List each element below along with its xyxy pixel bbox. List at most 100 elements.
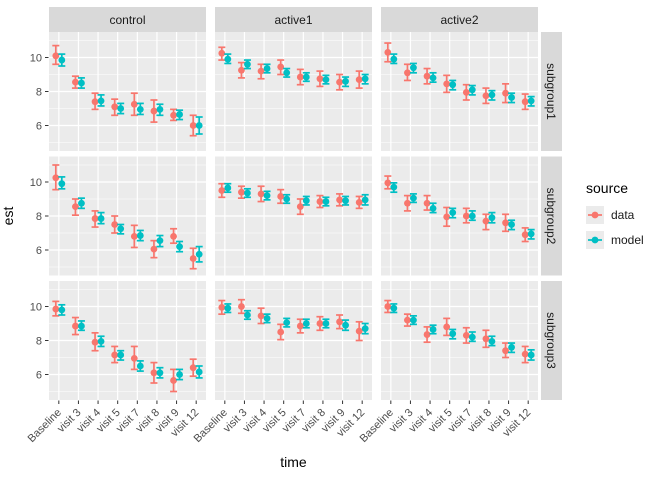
strip-bg — [541, 156, 562, 276]
pointrange-data — [502, 213, 510, 233]
pointrange-data — [316, 315, 324, 332]
pointrange-model — [390, 303, 398, 314]
point-data — [355, 199, 363, 206]
point-model — [449, 81, 457, 89]
point-model — [468, 86, 476, 94]
panel-subgroup1-active2 — [381, 32, 538, 151]
point-model — [468, 212, 476, 220]
pointrange-model — [97, 335, 105, 348]
panel-subgroup1-control — [49, 32, 206, 151]
pointrange-model — [117, 102, 125, 115]
strip-bg — [381, 7, 538, 32]
pointrange-data — [336, 73, 344, 91]
point-data — [189, 122, 197, 129]
pointrange-data — [277, 188, 285, 205]
pointrange-model — [527, 95, 535, 107]
pointrange-data — [237, 185, 245, 199]
point-model — [156, 237, 164, 245]
point-model — [78, 322, 85, 330]
legend-item-data: data — [586, 206, 635, 224]
pointrange-model — [195, 245, 203, 263]
point-model — [156, 369, 164, 377]
point-data — [170, 233, 177, 240]
pointrange-model — [390, 182, 398, 194]
pointrange-model — [156, 234, 164, 248]
point-model — [322, 198, 330, 205]
point-model — [195, 368, 203, 376]
point-data — [170, 377, 177, 384]
pointrange-data — [170, 368, 178, 393]
pointrange-data — [277, 59, 285, 76]
pointrange-model — [322, 318, 330, 329]
pointrange-data — [423, 194, 431, 211]
point-data — [502, 219, 509, 227]
pointrange-model — [77, 320, 85, 332]
pointrange-model — [527, 228, 535, 240]
pointrange-data — [482, 329, 490, 349]
pointrange-data — [150, 239, 158, 259]
pointrange-model — [58, 176, 66, 190]
point-data — [316, 198, 324, 205]
pointrange-model — [409, 315, 417, 326]
point-model — [117, 225, 125, 233]
panel-subgroup2-active1 — [215, 156, 372, 276]
pointrange-data — [52, 164, 60, 191]
pointrange-data — [189, 358, 197, 378]
x-axis-title: time — [280, 454, 307, 470]
point-data — [423, 199, 431, 207]
point-model — [195, 122, 203, 129]
point-model — [136, 105, 144, 113]
point-data — [521, 231, 529, 239]
point-model — [58, 56, 66, 64]
pointrange-model — [77, 197, 85, 210]
pointrange-data — [443, 317, 451, 337]
y-tick-label: 8 — [36, 87, 42, 99]
point-model — [156, 105, 164, 113]
point-model — [449, 330, 457, 338]
point-data — [150, 245, 158, 253]
point-data — [277, 63, 285, 71]
pointrange-model — [468, 331, 476, 343]
pointrange-data — [462, 83, 470, 101]
point-model — [136, 362, 144, 370]
point-model — [283, 195, 291, 203]
point-data — [384, 179, 392, 187]
point-data — [150, 369, 158, 377]
point-data — [462, 88, 470, 96]
point-data — [462, 212, 470, 220]
pointrange-model — [508, 342, 516, 354]
pointrange-data — [502, 342, 510, 359]
point-data — [336, 196, 343, 204]
pointrange-data — [403, 313, 411, 327]
point-model — [342, 321, 349, 329]
pointrange-data — [462, 207, 470, 224]
point-data — [130, 354, 138, 362]
point-data — [355, 76, 363, 83]
pointrange-data — [111, 98, 119, 117]
point-data — [502, 89, 509, 97]
point-data — [443, 80, 451, 88]
pointrange-data — [355, 320, 363, 342]
point-model — [263, 192, 271, 200]
pointrange-model — [429, 202, 437, 214]
y-tick-label: 6 — [36, 370, 42, 382]
pointrange-model — [176, 109, 184, 121]
point-data — [521, 98, 529, 106]
pointrange-data — [336, 314, 344, 330]
legend-title: source — [586, 180, 628, 196]
pointrange-model — [390, 53, 398, 65]
pointrange-model — [243, 59, 251, 70]
pointrange-data — [257, 63, 265, 80]
pointrange-data — [111, 345, 119, 364]
pointrange-model — [117, 223, 125, 235]
pointrange-data — [150, 99, 158, 123]
pointrange-model — [342, 195, 350, 206]
pointrange-data — [52, 300, 60, 317]
pointrange-data — [130, 345, 138, 371]
point-data — [218, 303, 226, 311]
pointrange-data — [521, 345, 529, 364]
point-model — [244, 60, 251, 68]
pointrange-data — [170, 108, 178, 122]
point-model — [410, 194, 417, 202]
